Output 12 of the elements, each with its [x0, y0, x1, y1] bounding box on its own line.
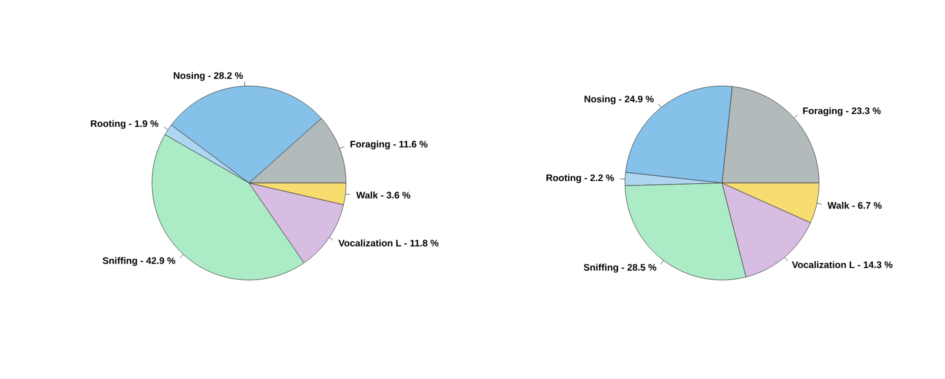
slice-label: Foraging - 23.3 % [803, 107, 881, 116]
slice-label: Walk - 6.7 % [828, 202, 882, 209]
slice-label: Rooting - 2.2 % [546, 174, 614, 184]
slice-label: Sniffing - 42.9 % [102, 257, 176, 266]
slice-label: Vocalization L - 14.3 % [792, 261, 892, 268]
slice-label: Vocalization L - 11.8 % [338, 239, 438, 246]
slice-label: Nosing - 28.2 % [174, 72, 243, 81]
slice-label: Nosing - 24.9 % [584, 95, 654, 104]
slice-label: Walk - 3.6 % [356, 192, 410, 199]
slice-label: Rooting - 1.9 % [90, 120, 158, 129]
slice-label: Sniffing - 28.5 % [584, 264, 656, 273]
slice-label: Foraging - 11.6 % [350, 140, 428, 150]
